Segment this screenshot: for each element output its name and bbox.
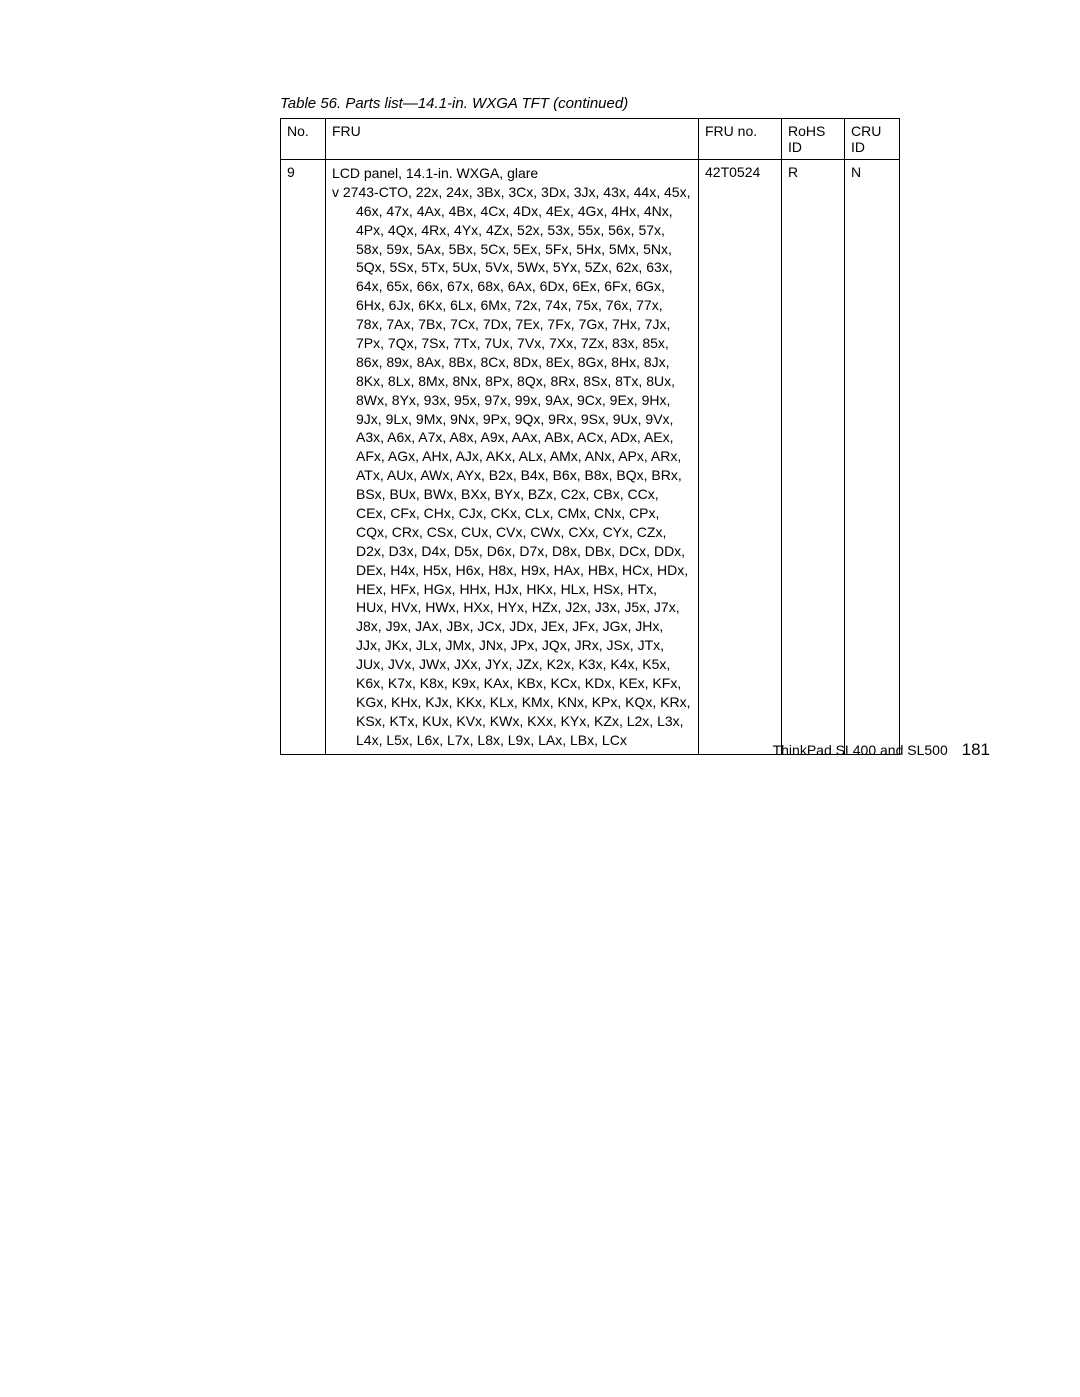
- fru-models-first: 2743-CTO, 22x, 24x, 3Bx, 3Cx, 3Dx, 3Jx, …: [343, 184, 691, 200]
- cell-cru: N: [845, 160, 900, 755]
- col-header-fruno: FRU no.: [699, 119, 782, 160]
- parts-table: No. FRU FRU no. RoHS ID CRU ID 9 LCD pan…: [280, 118, 900, 755]
- fru-title: LCD panel, 14.1-in. WXGA, glare: [332, 164, 692, 183]
- page-number: 181: [962, 740, 990, 759]
- table-caption: Table 56. Parts list—14.1-in. WXGA TFT (…: [280, 95, 990, 112]
- col-header-cru: CRU ID: [845, 119, 900, 160]
- cell-fruno: 42T0524: [699, 160, 782, 755]
- cell-no: 9: [281, 160, 326, 755]
- bullet-marker: v: [332, 184, 339, 200]
- table-header-row: No. FRU FRU no. RoHS ID CRU ID: [281, 119, 900, 160]
- footer-text: ThinkPad SL400 and SL500: [773, 742, 948, 758]
- cell-fru: LCD panel, 14.1-in. WXGA, glare v 2743-C…: [326, 160, 699, 755]
- col-header-rohs: RoHS ID: [782, 119, 845, 160]
- document-page: Table 56. Parts list—14.1-in. WXGA TFT (…: [0, 0, 1080, 805]
- col-header-no: No.: [281, 119, 326, 160]
- col-header-fru: FRU: [326, 119, 699, 160]
- fru-models-continued: 46x, 47x, 4Ax, 4Bx, 4Cx, 4Dx, 4Ex, 4Gx, …: [332, 202, 692, 750]
- page-footer: ThinkPad SL400 and SL500 181: [773, 740, 990, 760]
- table-row: 9 LCD panel, 14.1-in. WXGA, glare v 2743…: [281, 160, 900, 755]
- cell-rohs: R: [782, 160, 845, 755]
